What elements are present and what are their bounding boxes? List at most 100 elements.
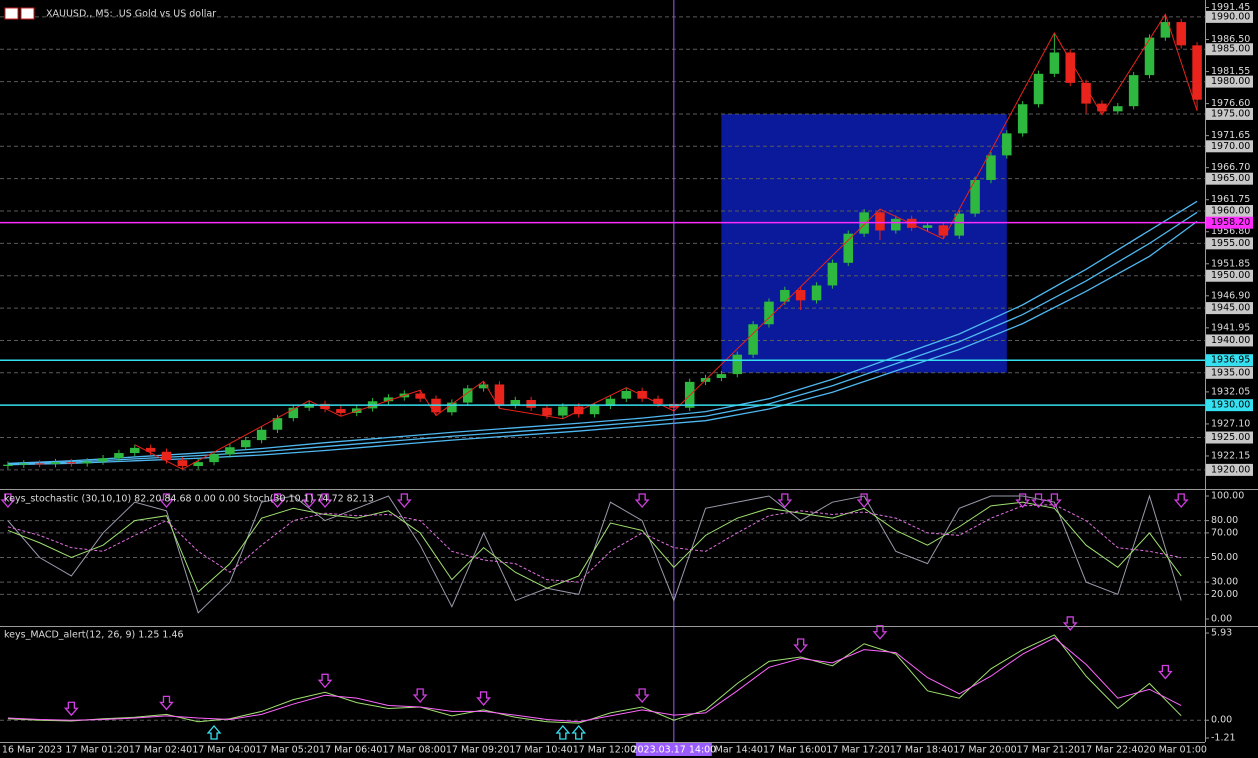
candle-body — [780, 289, 790, 302]
y-tick-label: 70.00 — [1211, 527, 1238, 538]
x-tick-label: 17 Mar 06:40 — [319, 745, 382, 756]
tick-label-box — [1206, 334, 1253, 347]
y-tick-label: 50.00 — [1211, 552, 1238, 563]
tick-label-box — [1206, 75, 1253, 88]
pane-title: keys_stochastic (30,10,10) 82.20 84.68 0… — [4, 494, 374, 505]
y-tick-label: 1925.00 — [1211, 432, 1250, 443]
candle-body — [1081, 82, 1091, 104]
down-arrow — [1015, 493, 1031, 508]
candle-body — [637, 390, 647, 399]
candle-body — [827, 262, 838, 286]
y-tick-label: 0.00 — [1211, 715, 1232, 726]
indicator-line — [7, 637, 1182, 723]
x-tick-label: 17 Mar 01:20 — [65, 745, 128, 756]
candle-body — [383, 397, 394, 402]
candle-body — [510, 399, 521, 406]
candle-body — [462, 388, 473, 403]
y-tick-label: 1940.00 — [1211, 335, 1250, 346]
x-tick-label: 17 Mar 21:20 — [1017, 745, 1080, 756]
down-arrow — [1031, 493, 1046, 508]
x-tick-label: 17 Mar 22:40 — [1080, 745, 1143, 756]
candle-body — [986, 155, 996, 180]
y-tick-label: 1950.00 — [1211, 270, 1250, 281]
down-arrow — [317, 493, 333, 508]
candle-body — [558, 406, 568, 416]
y-tick-label: 1960.00 — [1211, 206, 1250, 217]
tick-label-box — [1206, 463, 1253, 476]
candle-body — [970, 179, 980, 214]
candle-body — [1192, 45, 1202, 100]
indicator-line — [7, 634, 1182, 724]
candle-body — [542, 407, 552, 416]
y-tick-label: 1946.90 — [1211, 290, 1250, 301]
y-tick-label: 1971.65 — [1211, 130, 1250, 141]
candle-body — [177, 460, 188, 466]
candle-body — [145, 447, 156, 452]
tick-label-box — [1206, 107, 1253, 120]
tick-label-box — [1206, 366, 1253, 379]
x-tick-label: 17 Mar 08:00 — [382, 745, 445, 756]
y-tick-label: 1951.85 — [1211, 258, 1250, 269]
x-tick-label: 17 Mar 10:40 — [509, 745, 572, 756]
down-arrow — [777, 493, 793, 508]
x-tick-label: 17 Mar 14:40 — [700, 745, 763, 756]
y-tick-label: 1932.05 — [1211, 386, 1250, 397]
candle-body — [3, 464, 13, 466]
candle-body — [843, 233, 854, 263]
candle-body — [34, 463, 45, 465]
candle-body — [66, 462, 77, 464]
x-tick-label: 17 Mar 04:00 — [192, 745, 255, 756]
candle-body — [98, 458, 108, 462]
candle-body — [193, 462, 203, 466]
y-tick-label: 1976.60 — [1211, 98, 1250, 109]
x-tick-label: 17 Mar 05:20 — [256, 745, 319, 756]
candle-body — [478, 384, 489, 389]
down-arrow — [1157, 664, 1173, 680]
down-arrow — [1173, 493, 1189, 508]
candle-body — [589, 405, 600, 415]
tick-label-box — [1206, 269, 1253, 282]
tick-label-box — [1206, 172, 1253, 185]
y-tick-label: 1920.00 — [1211, 464, 1250, 475]
candle-body — [891, 218, 901, 231]
chart-title: XAUUSD., M5: .US Gold vs US dollar — [46, 9, 216, 20]
line-label: 1930.00 — [1211, 400, 1250, 411]
down-arrow — [856, 493, 872, 508]
tick-label-box — [1206, 43, 1253, 56]
down-arrow — [634, 688, 650, 703]
down-arrow — [412, 688, 428, 703]
candle-body — [795, 289, 806, 301]
icon — [20, 7, 35, 20]
candle-body — [320, 403, 330, 410]
down-arrow — [317, 673, 333, 689]
candle-body — [1017, 104, 1028, 134]
candle-body — [209, 454, 219, 463]
down-arrow — [1062, 616, 1078, 631]
y-tick-label: 1981.55 — [1211, 66, 1250, 77]
x-tick-label: 17 Mar 17:20 — [826, 745, 889, 756]
candle-body — [938, 225, 949, 236]
tick-label-box — [1206, 431, 1253, 444]
x-tick-label: 20 Mar 01:00 — [1144, 745, 1207, 756]
candle-body — [1144, 37, 1155, 76]
x-tick-label: 17 Mar 09:20 — [446, 745, 509, 756]
down-arrow — [1046, 493, 1062, 508]
x-tick-label: 16 Mar 2023 — [2, 745, 62, 756]
indicator-line — [7, 494, 1182, 614]
crosshair-label-box — [635, 743, 712, 756]
candle-body — [526, 399, 536, 408]
y-tick-label: 1945.00 — [1211, 303, 1250, 314]
y-tick-label: 1966.70 — [1211, 162, 1250, 173]
back-layer — [0, 16, 1205, 721]
y-tick-label: 1941.95 — [1211, 322, 1250, 333]
up-arrow — [555, 725, 571, 740]
x-tick-label: 17 Mar 16:00 — [763, 745, 826, 756]
candle-body — [256, 429, 267, 441]
y-tick-label: 20.00 — [1211, 589, 1238, 600]
y-tick-label: 1927.10 — [1211, 418, 1250, 429]
candle-body — [1033, 73, 1044, 105]
down-arrow — [159, 695, 174, 711]
down-arrow — [793, 638, 809, 653]
